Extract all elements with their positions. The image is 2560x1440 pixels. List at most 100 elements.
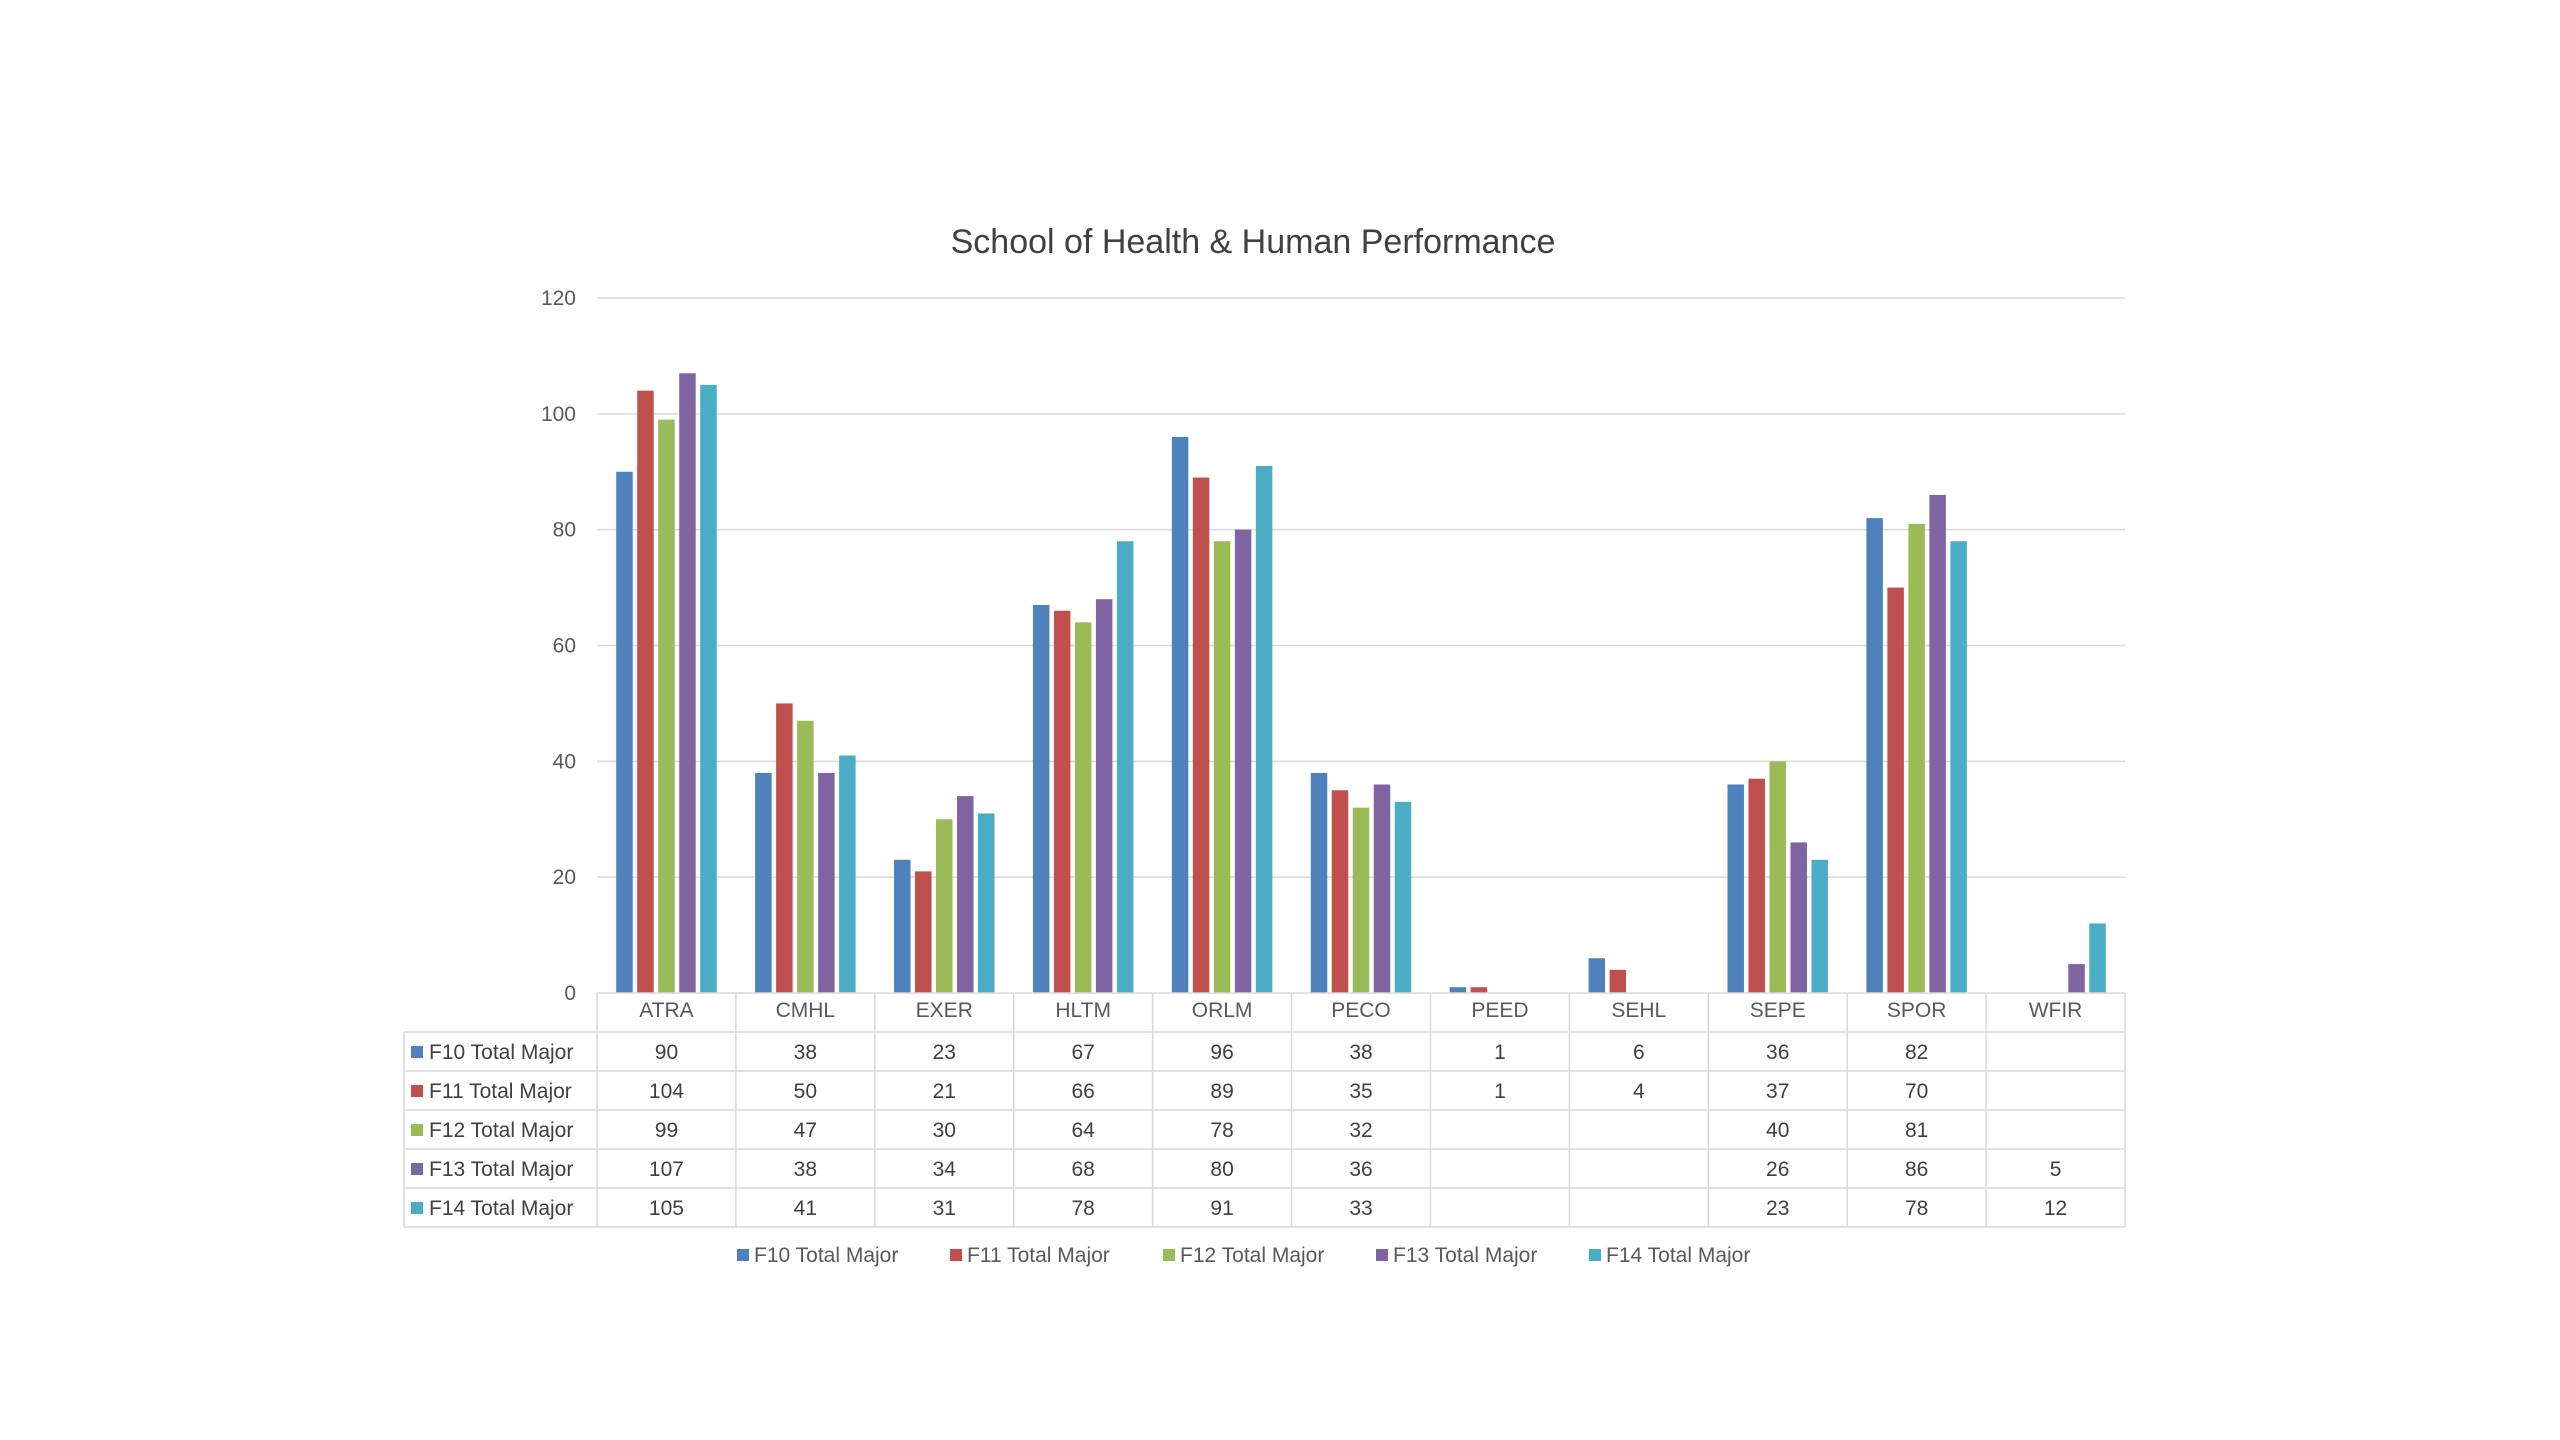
x-tick-label: SEHL — [1611, 999, 1666, 1022]
table-cell-value: 91 — [1210, 1197, 1233, 1220]
table-cell-value: 86 — [1905, 1158, 1928, 1181]
bar — [1352, 807, 1370, 993]
bar — [1394, 801, 1412, 993]
bar — [658, 419, 675, 993]
bar — [679, 373, 696, 994]
table-cell-value: 47 — [794, 1119, 817, 1142]
table-cell-value: 30 — [933, 1119, 956, 1142]
bar — [1095, 599, 1113, 993]
bar — [1255, 465, 1273, 993]
x-tick-label: HLTM — [1055, 999, 1111, 1022]
table-cell-value: 50 — [794, 1080, 817, 1103]
x-tick-label: ORLM — [1192, 999, 1253, 1022]
bar — [1790, 842, 1807, 993]
y-axis: 0 20 40 60 80 100 120 — [541, 287, 576, 1005]
bar — [915, 871, 932, 993]
table-cell-value: 32 — [1349, 1119, 1372, 1142]
y-tick-label: 60 — [553, 635, 576, 658]
table-series-label: F13 Total Major — [429, 1158, 573, 1181]
bar — [1470, 987, 1488, 993]
table-cell-value: 70 — [1905, 1080, 1928, 1103]
table-cell-value: 78 — [1210, 1119, 1233, 1142]
bar — [936, 819, 953, 993]
legend-swatch — [1163, 1249, 1175, 1261]
table-cell-value: 67 — [1072, 1041, 1095, 1064]
x-tick-label: SPOR — [1887, 999, 1947, 1022]
table-cell-value: 33 — [1349, 1197, 1372, 1220]
table-cell-value: 66 — [1072, 1080, 1095, 1103]
x-tick-label: CMHL — [776, 999, 836, 1022]
table-cell-value: 23 — [933, 1041, 956, 1064]
bar — [978, 813, 995, 993]
table-cell-value: 104 — [649, 1080, 684, 1103]
table-cell-value: 38 — [1349, 1041, 1372, 1064]
bar — [1769, 761, 1786, 993]
x-tick-label: PECO — [1331, 999, 1391, 1022]
chart-title: School of Health & Human Performance — [951, 223, 1556, 261]
table-cell-value: 35 — [1349, 1080, 1372, 1103]
table-cell-value: 1 — [1494, 1041, 1506, 1064]
table-cell-value: 96 — [1210, 1041, 1233, 1064]
bar — [1609, 969, 1627, 993]
table-series-label: F12 Total Major — [429, 1119, 573, 1142]
bar — [637, 390, 654, 994]
table-series-key — [411, 1163, 423, 1175]
bar — [1192, 477, 1210, 994]
bar — [755, 772, 772, 993]
bar — [1588, 958, 1606, 993]
bar — [1373, 784, 1391, 993]
bar — [1908, 523, 1925, 993]
bar — [1053, 610, 1071, 993]
x-tick-label: SEPE — [1750, 999, 1806, 1022]
y-tick-label: 0 — [564, 982, 576, 1005]
x-tick-label: PEED — [1471, 999, 1528, 1022]
table-cell-value: 78 — [1905, 1197, 1928, 1220]
bar — [1811, 859, 1828, 993]
data-table: ATRA CMHL EXER HLTM ORLM PECO PEED SEHL SEPE SPOR… — [403, 992, 2126, 1228]
y-tick-label: 40 — [553, 750, 576, 773]
table-cell-value: 36 — [1349, 1158, 1372, 1181]
bar — [894, 859, 911, 993]
bar — [1449, 987, 1467, 993]
legend-label: F13 Total Major — [1393, 1244, 1537, 1267]
table-cell-value: 31 — [933, 1197, 956, 1220]
table-cell-value: 81 — [1905, 1119, 1928, 1142]
bar — [1234, 529, 1252, 993]
y-tick-label: 100 — [541, 403, 576, 426]
bar — [1310, 772, 1328, 993]
y-tick-label: 80 — [553, 519, 576, 542]
table-cell-value: 80 — [1210, 1158, 1233, 1181]
table-cell-value: 38 — [794, 1041, 817, 1064]
bar — [1116, 541, 1134, 993]
bar — [1074, 622, 1092, 993]
table-cell-value: 6 — [1633, 1041, 1645, 1064]
bar — [1331, 790, 1349, 993]
bar — [616, 471, 633, 993]
table-series-key — [411, 1124, 423, 1136]
bar — [1950, 541, 1967, 993]
table-series-label: F14 Total Major — [429, 1197, 573, 1220]
table-series-label: F11 Total Major — [429, 1080, 572, 1103]
legend-label: F11 Total Major — [967, 1244, 1110, 1267]
table-cell-value: 23 — [1766, 1197, 1789, 1220]
bar — [957, 796, 974, 993]
legend-swatch — [737, 1249, 749, 1261]
bar — [797, 720, 814, 993]
table-cell-value: 36 — [1766, 1041, 1789, 1064]
bar — [2068, 964, 2085, 993]
legend-label: F14 Total Major — [1606, 1244, 1750, 1267]
bar — [1748, 778, 1765, 993]
bar — [1929, 494, 1946, 993]
bar — [1213, 541, 1231, 993]
bar — [818, 772, 835, 993]
table-cell-value: 4 — [1633, 1080, 1645, 1103]
x-tick-label: EXER — [916, 999, 973, 1022]
bars — [616, 373, 2106, 994]
x-tick-label: WFIR — [2029, 999, 2083, 1022]
table-cell-value: 64 — [1072, 1119, 1096, 1142]
legend-label: F10 Total Major — [754, 1244, 898, 1267]
table-cell-value: 1 — [1494, 1080, 1506, 1103]
table-cell-value: 90 — [655, 1041, 678, 1064]
legend-swatch — [950, 1249, 962, 1261]
